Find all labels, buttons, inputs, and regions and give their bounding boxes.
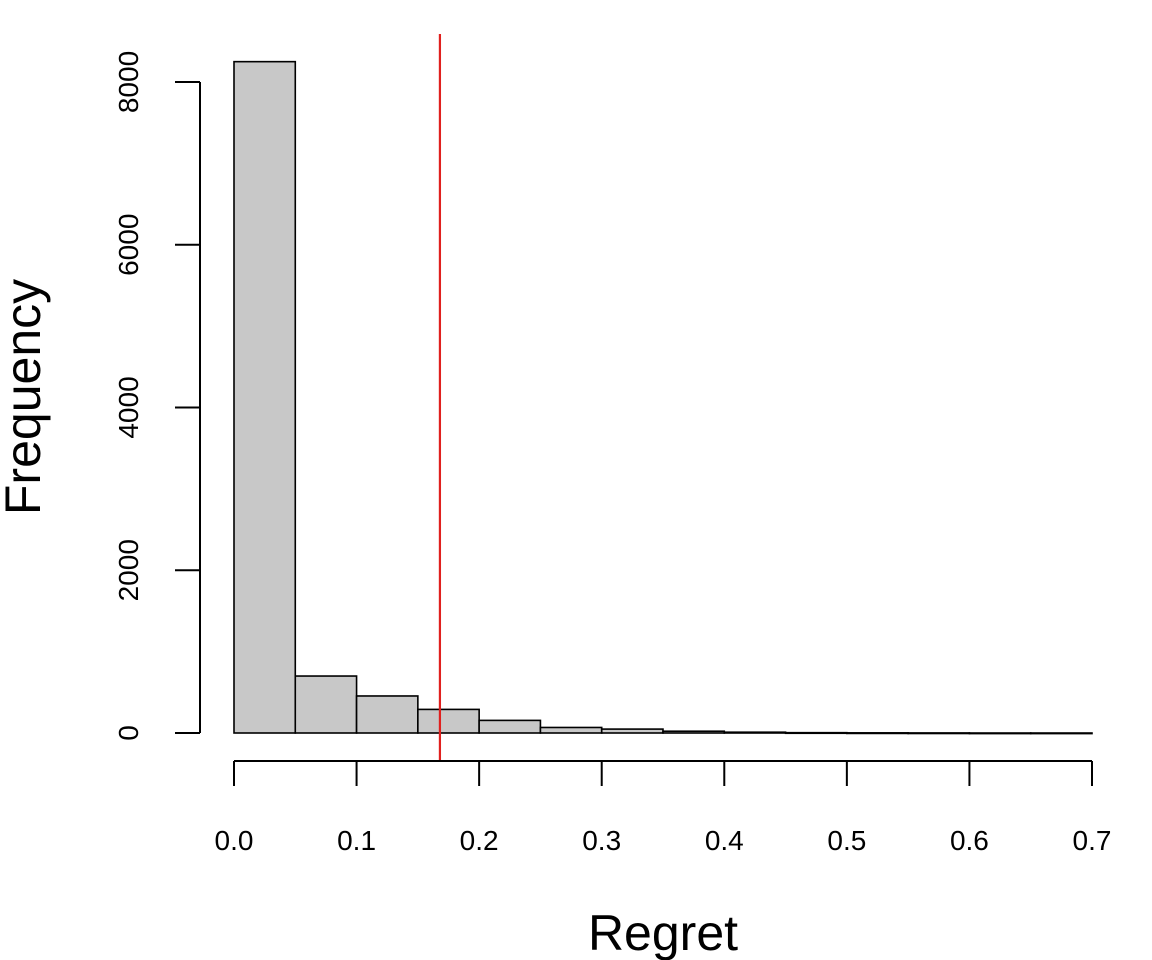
histogram-bar	[784, 731, 848, 735]
x-tick-label: 0.0	[215, 825, 254, 856]
x-tick-label: 0.7	[1073, 825, 1112, 856]
x-axis: 0.0 0.1 0.2 0.3 0.4 0.5 0.6 0.7	[215, 760, 1112, 856]
x-tick-label: 0.5	[827, 825, 866, 856]
y-tick-label: 8000	[113, 51, 144, 113]
y-tick-label: 2000	[113, 539, 144, 601]
histogram-bar	[662, 730, 726, 734]
histogram-bar	[600, 728, 664, 734]
x-tick-label: 0.3	[582, 825, 621, 856]
histogram-bar	[417, 708, 480, 734]
y-axis-title: Frequency	[0, 279, 51, 515]
x-tick-label: 0.4	[705, 825, 744, 856]
histogram-bar	[478, 719, 542, 734]
histogram-bar	[723, 731, 787, 734]
bars-group	[233, 60, 1093, 735]
y-tick-label: 6000	[113, 214, 144, 276]
y-tick-label: 4000	[113, 376, 144, 438]
histogram-bar	[294, 675, 358, 734]
x-axis-title: Regret	[588, 905, 738, 960]
histogram-bar	[907, 732, 971, 735]
y-tick-label: 0	[113, 725, 144, 741]
histogram-bar	[233, 60, 297, 734]
histogram-bar	[355, 695, 419, 734]
histogram-bar	[846, 732, 909, 735]
histogram-bar	[1029, 732, 1093, 735]
y-axis: 0 2000 4000 6000 8000	[113, 51, 201, 741]
x-tick-label: 0.2	[460, 825, 499, 856]
x-tick-label: 0.1	[337, 825, 376, 856]
histogram-bar	[968, 732, 1032, 735]
histogram-bar	[539, 726, 603, 734]
x-tick-label: 0.6	[950, 825, 989, 856]
